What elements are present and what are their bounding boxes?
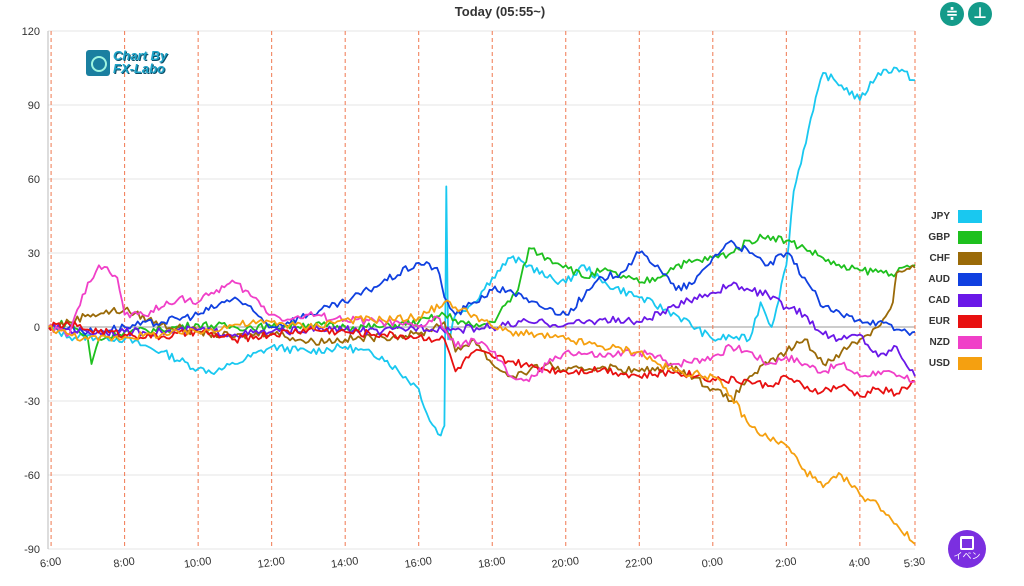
y-tick-label: -90 <box>24 544 40 556</box>
legend-label: CAD <box>928 295 950 306</box>
legend: JPY GBP CHF AUD CAD EUR NZD USD <box>920 208 990 376</box>
series-line-jpy <box>47 66 916 437</box>
y-tick-label: 60 <box>28 174 40 186</box>
x-tick-label: 0:00 <box>701 556 724 571</box>
chart-title: Today (05:55~) <box>454 4 546 19</box>
legend-label: CHF <box>929 253 950 264</box>
legend-label: GBP <box>928 232 950 243</box>
legend-swatch <box>958 210 982 223</box>
legend-swatch <box>958 273 982 286</box>
series-line-aud <box>47 239 916 337</box>
x-tick-label: 22:00 <box>624 555 653 571</box>
legend-item-eur[interactable]: EUR <box>920 313 990 334</box>
legend-item-gbp[interactable]: GBP <box>920 229 990 250</box>
expand-vertical-icon[interactable]: ⊥ <box>968 2 992 26</box>
event-button[interactable]: イベン <box>948 530 986 568</box>
legend-label: EUR <box>928 316 950 327</box>
y-tick-label: -60 <box>24 470 40 482</box>
legend-label: USD <box>928 358 950 369</box>
series-line-cad <box>47 281 916 377</box>
x-tick-label: 18:00 <box>477 555 506 571</box>
legend-swatch <box>958 294 982 307</box>
x-tick-label: 10:00 <box>183 555 212 571</box>
legend-label: JPY <box>931 211 950 222</box>
legend-item-aud[interactable]: AUD <box>920 271 990 292</box>
series-line-eur <box>47 321 916 398</box>
calendar-icon <box>960 536 974 550</box>
y-tick-label: 90 <box>28 100 40 112</box>
legend-swatch <box>958 252 982 265</box>
legend-swatch <box>958 315 982 328</box>
y-tick-label: 0 <box>34 322 40 334</box>
x-tick-label: 6:00 <box>39 556 62 571</box>
chart-by-fx-labo-logo: Chart By FX-Labo <box>86 48 186 78</box>
y-tick-label: -30 <box>24 396 40 408</box>
x-tick-label: 8:00 <box>113 556 136 571</box>
x-tick-label: 12:00 <box>257 555 286 571</box>
axes: 120 90 60 30 0 -30 -60 -906:00 8:00 10:00 12:00 14:… <box>22 26 926 571</box>
series-lines <box>47 66 916 545</box>
collapse-vertical-icon[interactable]: ≑ <box>940 2 964 26</box>
legend-item-jpy[interactable]: JPY <box>920 208 990 229</box>
series-line-nzd <box>47 264 916 384</box>
x-tick-label: 14:00 <box>330 555 359 571</box>
legend-label: AUD <box>928 274 950 285</box>
series-line-usd <box>47 299 916 545</box>
logo-text: Chart By FX-Labo <box>113 48 168 76</box>
legend-label: NZD <box>929 337 950 348</box>
legend-swatch <box>958 357 982 370</box>
x-tick-label: 16:00 <box>404 555 433 571</box>
x-tick-label: 20:00 <box>551 555 580 571</box>
legend-item-chf[interactable]: CHF <box>920 250 990 271</box>
y-tick-label: 30 <box>28 248 40 260</box>
x-tick-label: 4:00 <box>848 556 871 571</box>
legend-swatch <box>958 336 982 349</box>
x-tick-label: 5:30 <box>903 556 926 571</box>
legend-swatch <box>958 231 982 244</box>
logo-icon <box>86 50 110 76</box>
legend-item-usd[interactable]: USD <box>920 355 990 376</box>
x-tick-label: 2:00 <box>774 556 797 571</box>
legend-item-nzd[interactable]: NZD <box>920 334 990 355</box>
y-tick-label: 120 <box>22 26 40 38</box>
grid <box>47 30 916 550</box>
legend-item-cad[interactable]: CAD <box>920 292 990 313</box>
